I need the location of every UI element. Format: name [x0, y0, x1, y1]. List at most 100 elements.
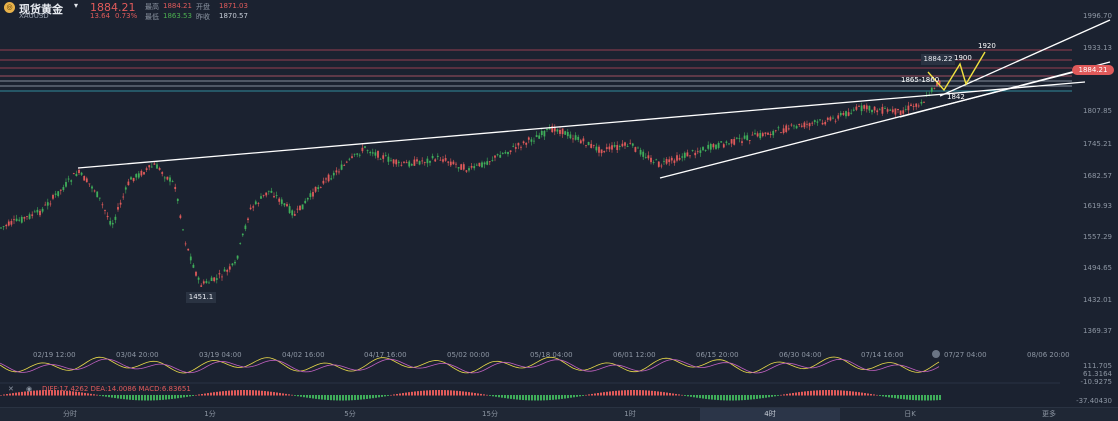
candle-body [33, 211, 36, 213]
macd-bar [696, 395, 698, 398]
tab-2[interactable]: 5分 [344, 410, 356, 418]
candle-body [210, 277, 213, 282]
macd-bar [846, 390, 848, 396]
candle-body [592, 144, 595, 146]
low-marker: 1451.1 [186, 292, 216, 303]
target-1900-label: 1900 [954, 54, 972, 62]
macd-bar [759, 395, 761, 399]
tab-0[interactable]: 分时 [63, 410, 77, 418]
tab-1[interactable]: 1分 [204, 410, 216, 418]
macd-bar [900, 395, 902, 399]
macd-bar [504, 395, 506, 399]
macd-bar [825, 390, 827, 396]
macd-bar [525, 395, 527, 401]
macd-bar [621, 390, 623, 396]
tab-5[interactable]: 4时 [700, 408, 840, 421]
macd-bar [102, 395, 104, 397]
candle-body [512, 145, 515, 147]
candle-body [572, 138, 574, 140]
candle-body [754, 133, 756, 135]
instrument-title[interactable]: 现货黄金 [19, 3, 63, 16]
macd-bar [843, 390, 845, 396]
candle-body [824, 121, 827, 125]
candle-body [621, 143, 624, 147]
candle-body [2, 226, 5, 227]
macd-bar [183, 395, 185, 398]
time-tick-label: 05/02 00:00 [447, 351, 490, 359]
candle-body [683, 152, 686, 158]
macd-bar [9, 393, 11, 396]
candle-body [195, 271, 197, 276]
candle-body [351, 156, 353, 158]
eye-icon[interactable]: ◉ [26, 385, 33, 393]
macd-bar [210, 392, 212, 396]
gold-coin-icon: ◎ [4, 2, 15, 13]
candle-body [114, 216, 117, 220]
candle-body [52, 194, 54, 199]
price-tick-label: 1369.37 [1083, 327, 1112, 335]
candle-body [715, 144, 717, 149]
macd-bar [168, 395, 170, 400]
close-icon[interactable]: ✕ [8, 385, 14, 393]
tab-6[interactable]: 日K [904, 410, 916, 418]
candle-body [46, 202, 49, 206]
macd-bar [156, 395, 158, 401]
candle-body [878, 109, 881, 111]
candle-body [733, 139, 736, 145]
macd-bar [243, 390, 245, 396]
candle-body [192, 264, 195, 268]
macd-bar [465, 391, 467, 396]
tab-4[interactable]: 1时 [624, 410, 636, 418]
candle-body [668, 159, 671, 163]
macd-bar [141, 395, 143, 401]
price-tick-label: 1682.57 [1083, 172, 1112, 180]
candle-body [832, 117, 834, 119]
candle-body [200, 285, 203, 287]
candle-body [306, 197, 309, 200]
macd-bar [462, 391, 464, 396]
candle-body [356, 153, 359, 155]
candle-body [104, 210, 106, 211]
candle-body [504, 152, 507, 154]
macd-bar [642, 390, 644, 396]
macd-bar [783, 394, 785, 396]
macd-bar [870, 393, 872, 396]
candle-body [499, 154, 502, 158]
macd-bar [90, 393, 92, 396]
candle-body [202, 281, 205, 284]
candle-body [642, 151, 645, 157]
chevron-down-icon[interactable]: ▾ [74, 1, 79, 10]
macd-bar [276, 392, 278, 396]
candle-body [603, 151, 606, 153]
candle-body [93, 190, 96, 192]
macd-bar [405, 392, 407, 396]
open-value: 1871.03 [219, 2, 248, 10]
macd-bar [735, 395, 737, 401]
macd-bar [249, 390, 251, 396]
tab-7[interactable]: 更多 [1042, 410, 1056, 418]
macd-bar [666, 392, 668, 396]
macd-bar [255, 390, 257, 396]
candle-body [624, 142, 626, 146]
candle-body [473, 166, 476, 169]
macd-bar [858, 392, 860, 396]
tab-3[interactable]: 15分 [482, 410, 498, 418]
candle-body [384, 155, 387, 157]
candle-body [374, 152, 377, 156]
candle-body [725, 141, 728, 143]
macd-bar [687, 395, 689, 397]
macd-bar [768, 395, 770, 398]
candle-body [803, 122, 806, 128]
candle-body [223, 269, 226, 272]
price-tick-label: 1996.70 [1083, 12, 1112, 20]
time-tick-label: 04/02 16:00 [282, 351, 325, 359]
macd-bar [612, 391, 614, 396]
time-tick-label: 06/15 20:00 [696, 351, 739, 359]
macd-bar [540, 395, 542, 401]
candle-body [182, 229, 184, 231]
candle-body [819, 119, 821, 121]
candle-body [213, 277, 216, 282]
timeframe-tabs: 分时 1分 5分 15分 1时 4时 日K 更多 [0, 407, 1118, 421]
macd-bar [828, 390, 830, 396]
